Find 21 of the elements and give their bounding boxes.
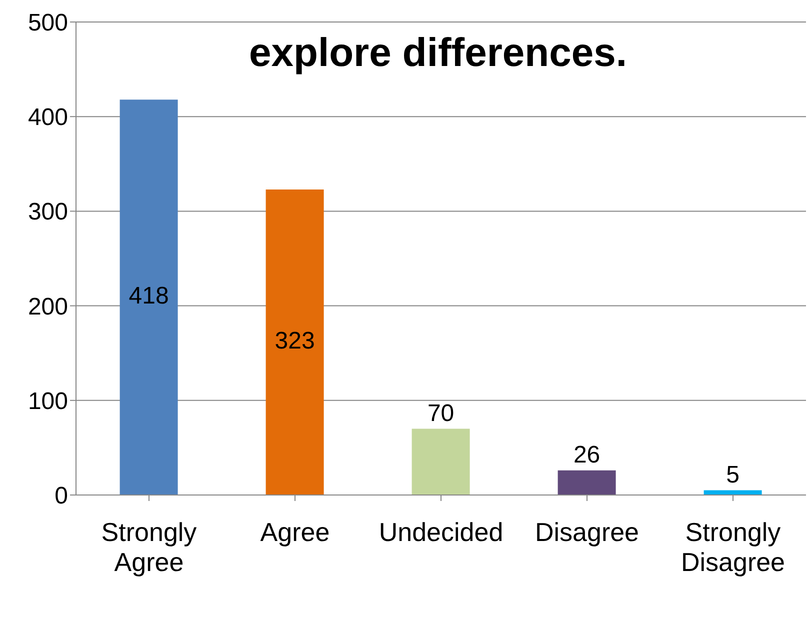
bar [120,100,178,495]
x-tick-label: Agree [260,517,330,547]
y-tick-label: 400 [28,104,68,132]
data-label: 26 [573,441,600,468]
data-label: 5 [726,461,740,488]
x-tick-label: Strongly Disagree [680,517,786,577]
bar [558,470,616,495]
bar [266,189,324,495]
y-tick-label: 100 [28,388,68,415]
y-tick-label: 500 [28,10,68,37]
data-label: 323 [274,328,315,355]
y-tick-label: 200 [28,293,68,320]
x-tick-label: Undecided [378,517,504,547]
bar [412,428,470,495]
chart-title: explore differences. [249,31,627,75]
y-tick-label: 0 [54,482,68,510]
x-tick-label: Disagree [534,517,640,547]
x-tick-label: Strongly Agree [101,517,197,577]
data-label: 418 [128,282,169,310]
y-tick-label: 300 [28,198,68,226]
data-label: 70 [427,400,454,427]
